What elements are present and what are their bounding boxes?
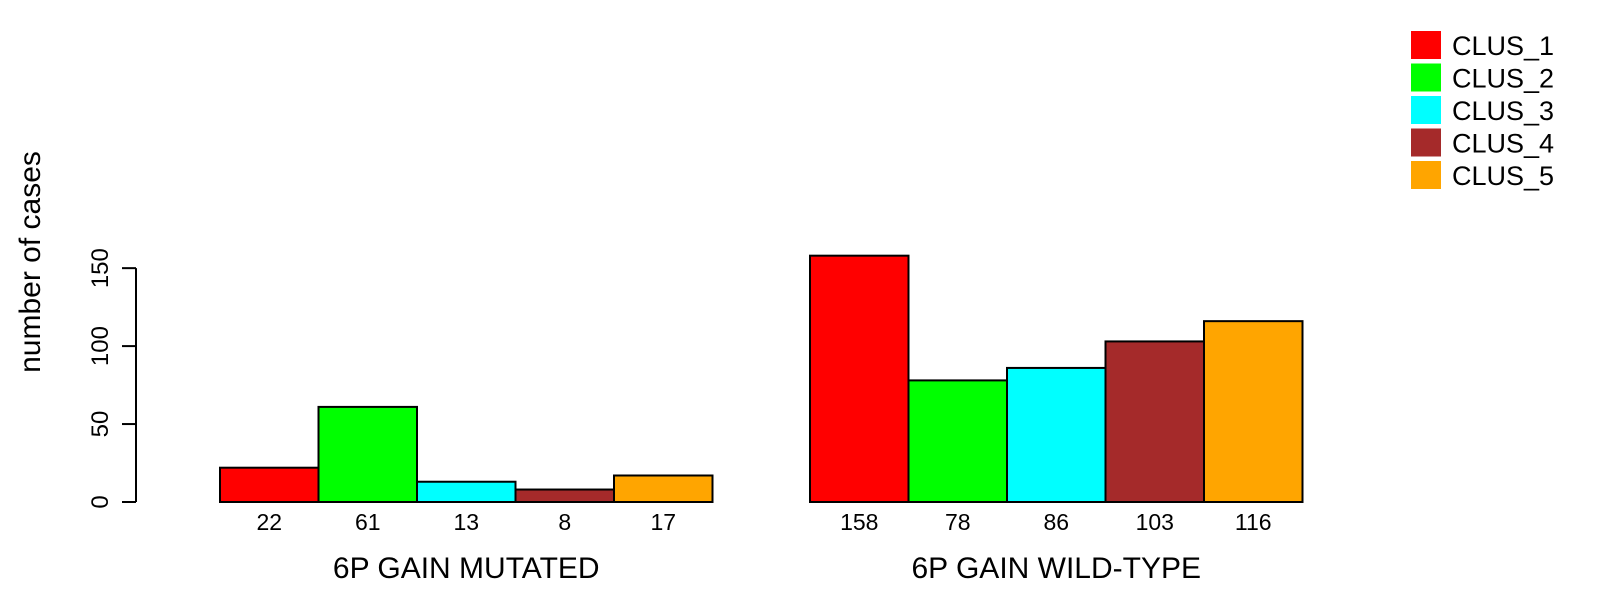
legend-label: CLUS_3 xyxy=(1452,96,1554,126)
y-axis-label: number of cases xyxy=(14,151,47,373)
legend-label: CLUS_1 xyxy=(1452,31,1554,61)
y-axis: 0 50 100 150 xyxy=(87,248,137,509)
legend-label: CLUS_5 xyxy=(1452,161,1554,191)
bar xyxy=(317,405,418,503)
legend-label: CLUS_4 xyxy=(1452,129,1554,159)
bar-count-labels: 22 61 13 8 17 158 78 86 103 116 xyxy=(256,509,1271,535)
bar xyxy=(907,379,1008,504)
bar-count-label: 22 xyxy=(256,509,282,535)
bar-count-label: 61 xyxy=(355,509,381,535)
bar-count-label: 8 xyxy=(558,509,571,535)
bar xyxy=(1006,366,1107,503)
bar xyxy=(809,254,910,503)
bar xyxy=(1203,320,1304,503)
bar-count-label: 13 xyxy=(453,509,479,535)
y-tick-label: 150 xyxy=(87,248,114,288)
bar-count-label: 17 xyxy=(650,509,676,535)
y-tick-label: 50 xyxy=(87,411,114,438)
y-tick-label: 100 xyxy=(87,326,114,366)
bar-count-label: 78 xyxy=(945,509,971,535)
bar xyxy=(514,488,615,504)
bar-count-label: 103 xyxy=(1136,509,1174,535)
bar xyxy=(416,480,517,504)
legend-swatch xyxy=(1411,128,1441,157)
legend-swatch xyxy=(1411,31,1441,59)
group-label: 6P GAIN MUTATED xyxy=(333,552,600,585)
bar-count-label: 116 xyxy=(1235,509,1272,535)
legend-swatch xyxy=(1411,96,1441,124)
bar-count-label: 158 xyxy=(840,509,878,535)
bar xyxy=(219,466,320,503)
legend-swatch xyxy=(1411,161,1441,189)
group-labels: 6P GAIN MUTATED 6P GAIN WILD-TYPE xyxy=(333,552,1201,585)
legend-swatch xyxy=(1411,63,1441,92)
bar xyxy=(1104,340,1205,503)
bar-count-label: 86 xyxy=(1043,509,1069,535)
bars xyxy=(219,254,1304,504)
bar xyxy=(613,474,714,504)
legend-label: CLUS_2 xyxy=(1452,64,1554,94)
y-tick-label: 0 xyxy=(87,495,114,508)
group-label: 6P GAIN WILD-TYPE xyxy=(911,552,1201,585)
